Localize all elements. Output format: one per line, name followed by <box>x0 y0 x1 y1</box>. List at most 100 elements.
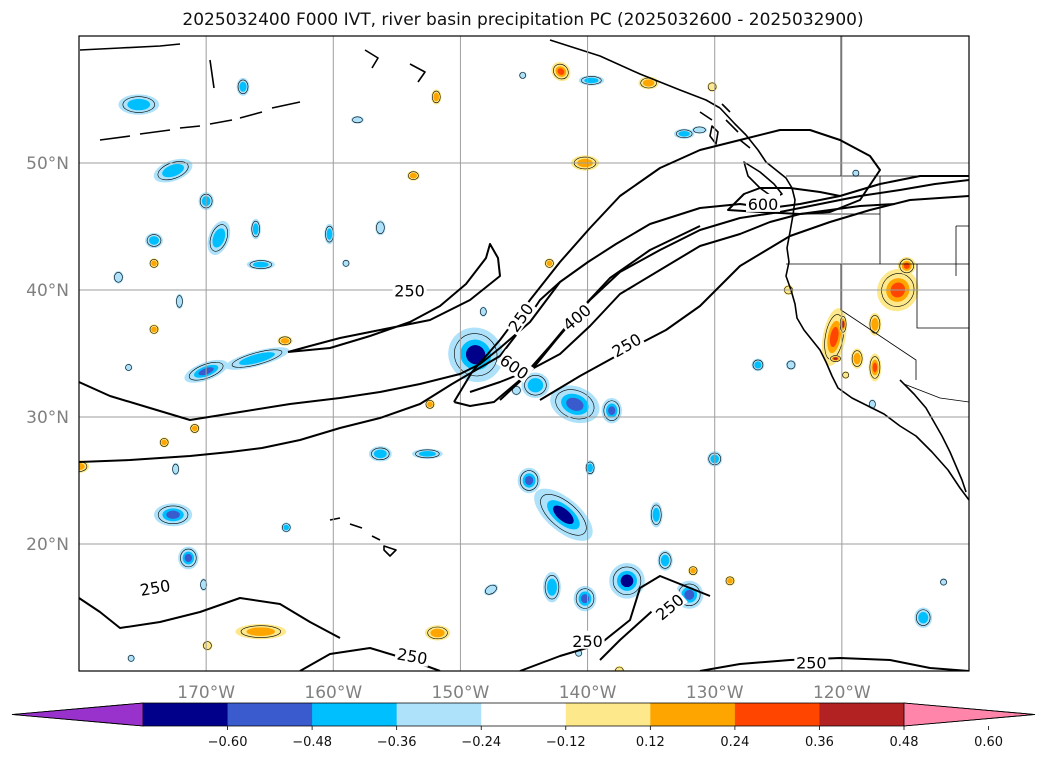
contour-label-group: 250 <box>394 643 431 669</box>
precip-cell-fill <box>204 642 211 649</box>
precip-cell-33 <box>324 223 335 245</box>
precip-cell-fill <box>149 236 160 245</box>
precip-cell-72 <box>277 335 293 346</box>
colorbar-extend-low <box>11 702 144 727</box>
contour-label-halo <box>570 630 605 649</box>
precip-cell-fill <box>115 273 122 281</box>
precip-cell-fill <box>853 171 858 176</box>
precip-cell-fill <box>166 166 180 175</box>
precip-cell-2 <box>601 397 622 424</box>
precip-cell-32 <box>914 607 933 628</box>
precip-cell-fill <box>280 338 290 344</box>
colorbar-tick-label: 0.24 <box>720 735 749 750</box>
precip-cell-fill <box>151 326 157 333</box>
precip-cell-fill <box>553 505 574 524</box>
latitude-labels: 50°N 40°N 30°N 20°N <box>26 154 69 555</box>
precip-cell-36 <box>691 126 708 134</box>
ivt-contour-600 <box>453 129 881 407</box>
precip-cell-21 <box>236 77 250 96</box>
contour-label-group: 250 <box>392 280 427 300</box>
precip-cell-fill <box>513 387 520 394</box>
precip-cell-73 <box>159 437 170 448</box>
contour-label-halo <box>746 193 781 212</box>
colorbar-tick-label: 0.60 <box>974 735 1003 750</box>
precip-cell-fill <box>707 82 717 92</box>
colorbar-tick-label: −0.36 <box>377 735 417 750</box>
precip-cell-37 <box>785 359 797 371</box>
precip-cell-52 <box>127 654 135 663</box>
longitude-label: 120°W <box>813 683 871 703</box>
precip-cell-50 <box>511 385 522 396</box>
precip-cell-fill <box>581 594 590 604</box>
precip-cell-39 <box>939 578 948 586</box>
precip-cell-14 <box>153 503 193 527</box>
precip-cell-12 <box>281 522 292 533</box>
precip-cell-79 <box>688 565 699 576</box>
precip-cell-fill <box>353 117 362 122</box>
colorbar-segment <box>650 703 736 726</box>
precip-cell-fill <box>546 260 553 267</box>
ivt-contour-250-outer <box>79 175 969 421</box>
ivt-contour-400-inner <box>469 203 896 393</box>
precip-cell-48 <box>483 583 499 596</box>
precip-cell-0 <box>448 327 504 383</box>
precip-cell-fill <box>690 567 696 574</box>
colorbar-tick-label: −0.48 <box>292 735 332 750</box>
precip-cell-29 <box>649 502 663 528</box>
precip-cell-fill <box>872 362 878 373</box>
precip-cell-fill <box>377 223 384 233</box>
precip-cell-fill <box>433 92 440 102</box>
precip-cell-42 <box>113 271 124 284</box>
precip-cell-68 <box>406 170 420 181</box>
precip-cell-59 <box>868 353 882 382</box>
colorbar-segment <box>481 703 567 726</box>
precip-cell-fill <box>841 320 845 328</box>
contour-label: 600 <box>748 195 779 214</box>
longitude-label: 150°W <box>432 683 490 703</box>
map-frame <box>78 35 970 672</box>
precip-cell-67 <box>79 460 90 473</box>
precip-cell-fill <box>530 380 541 390</box>
precip-cell-18 <box>207 220 231 256</box>
precip-cell-28 <box>585 460 596 476</box>
map-title: 2025032400 F000 IVT, river basin precipi… <box>182 10 863 30</box>
ivt-contour-250-tongue <box>79 281 561 463</box>
precip-cell-51 <box>852 169 860 177</box>
precip-cell-63 <box>424 625 451 641</box>
precip-cell-55 <box>829 354 842 363</box>
contour-label: 250 <box>796 653 827 672</box>
latitude-label: 50°N <box>26 154 69 174</box>
precip-cell-fill <box>246 627 276 636</box>
precip-cell-16 <box>118 94 160 115</box>
precip-cell-40 <box>518 71 527 80</box>
precip-cell-fill <box>191 425 198 432</box>
precip-cell-78 <box>614 665 625 671</box>
precip-cell-61 <box>850 348 864 369</box>
precip-cell-77 <box>202 640 213 651</box>
coastline-alaska-panhandle <box>549 39 721 109</box>
precip-cell-54 <box>839 314 847 335</box>
contour-label-halo <box>650 588 688 624</box>
contour-label-group: 600 <box>746 193 781 214</box>
hawaiian-islands <box>329 517 397 557</box>
precip-cell-fill <box>616 668 623 671</box>
contour-label-group: 250 <box>502 297 538 336</box>
precip-cell-64 <box>551 61 571 82</box>
precip-cell-fill <box>870 401 875 408</box>
ca-nv-border <box>840 264 917 380</box>
precip-cell-fill <box>214 231 223 244</box>
latitude-label: 20°N <box>26 535 69 555</box>
precip-cell-34 <box>375 220 386 236</box>
longitude-label: 160°W <box>304 683 362 703</box>
colorbar-segment <box>312 703 398 726</box>
colorbar-extend-high <box>903 702 1036 727</box>
precip-cell-8 <box>573 585 597 612</box>
precip-cell-fill <box>620 574 634 588</box>
precip-cell-fill <box>326 228 333 240</box>
precip-cell-fill <box>177 297 182 306</box>
precip-cell-22 <box>246 259 275 270</box>
precip-cell-fill <box>481 308 486 315</box>
longitude-labels: 170°W 160°W 150°W 140°W 130°W 120°W <box>177 683 871 703</box>
precip-cell-46 <box>171 462 180 476</box>
